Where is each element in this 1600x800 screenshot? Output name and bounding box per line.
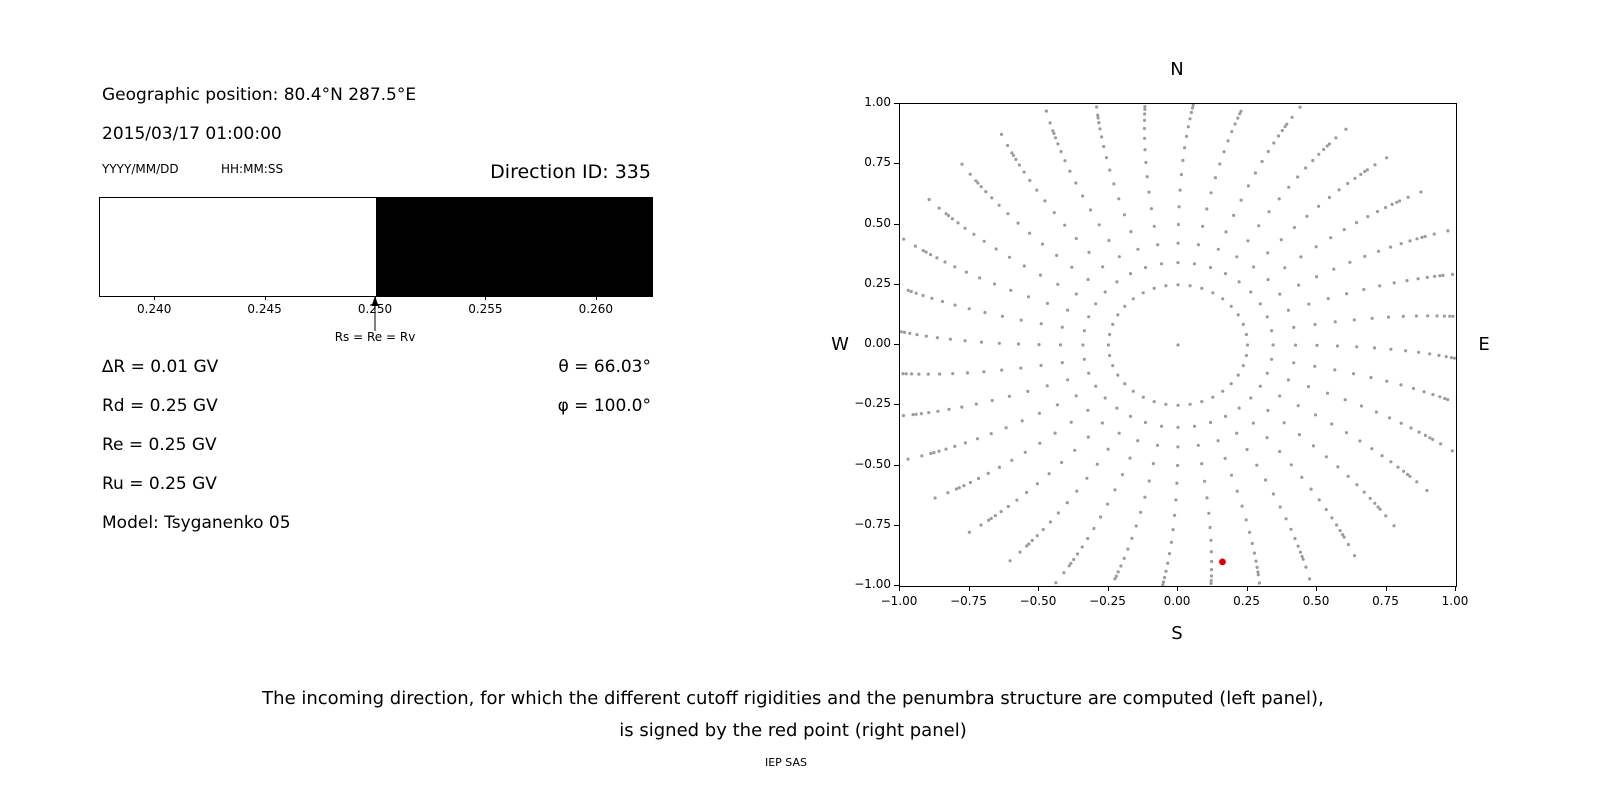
penumbra-bar bbox=[99, 197, 653, 297]
sky-map-y-tick-label: 0.00 bbox=[864, 336, 891, 350]
sky-map-x-tick-mark bbox=[1177, 586, 1178, 591]
time-format-hint: HH:MM:SS bbox=[221, 162, 284, 176]
sky-map-x-tick-mark bbox=[899, 586, 900, 591]
penumbra-tick-label: 0.260 bbox=[578, 302, 613, 316]
sky-map-svg bbox=[899, 103, 1457, 587]
penumbra-segment-forbidden bbox=[376, 198, 652, 296]
sky-map-x-tick-label: 1.00 bbox=[1441, 594, 1469, 608]
ru-value: Ru = 0.25 GV bbox=[102, 474, 217, 494]
penumbra-arrow-head bbox=[371, 296, 379, 306]
compass-east-label: E bbox=[1478, 334, 1490, 355]
penumbra-axis-ticks: 0.240 0.245 0.250 0.255 0.260 bbox=[99, 302, 651, 318]
direction-grid-dots bbox=[899, 103, 1457, 587]
sky-map-y-tick-mark bbox=[894, 223, 899, 225]
sky-map-x-tick-mark bbox=[1455, 586, 1456, 591]
sky-map-x-tick-label: −0.75 bbox=[950, 594, 987, 608]
sky-map-y-tick-mark bbox=[894, 464, 899, 466]
delta-r-value: ∆R = 0.01 GV bbox=[102, 357, 219, 377]
sky-map-plot-area bbox=[899, 103, 1457, 587]
penumbra-tick-label: 0.240 bbox=[137, 302, 172, 316]
phi-value: φ = 100.0° bbox=[557, 396, 651, 416]
sky-map-x-tick-label: 0.75 bbox=[1372, 594, 1399, 608]
model-label: Model: Tsyganenko 05 bbox=[102, 513, 291, 533]
caption-credit: IEP SAS bbox=[764, 756, 808, 769]
rd-value: Rd = 0.25 GV bbox=[102, 396, 218, 416]
sky-map-y-tick-label: −0.25 bbox=[854, 396, 891, 411]
sky-map-x-tick-mark bbox=[1107, 586, 1109, 591]
selected-direction-point bbox=[1219, 558, 1226, 566]
sky-map-x-tick-label: 0.50 bbox=[1302, 594, 1330, 608]
sky-map-y-tick-mark bbox=[894, 585, 899, 586]
date-format-hint: YYYY/MM/DD bbox=[102, 162, 179, 176]
sky-map-y-tick-mark bbox=[894, 344, 899, 345]
sky-map-y-tick-mark bbox=[894, 524, 899, 526]
penumbra-annotation: Rs = Re = Rv bbox=[99, 330, 651, 346]
sky-map-y-tick-mark bbox=[894, 283, 899, 285]
penumbra-annotation-label: Rs = Re = Rv bbox=[334, 330, 416, 344]
geographic-position-label: Geographic position: 80.4°N 287.5°E bbox=[102, 85, 417, 105]
theta-value: θ = 66.03° bbox=[558, 357, 651, 377]
penumbra-segment-allowed bbox=[100, 198, 376, 296]
sky-map-y-tick-mark bbox=[894, 103, 899, 104]
sky-map-y-tick-label: −0.50 bbox=[854, 456, 891, 471]
compass-south-label: S bbox=[1171, 623, 1183, 644]
sky-map-y-tick-label: 0.25 bbox=[864, 275, 891, 290]
sky-map-y-tick-label: 1.00 bbox=[864, 95, 891, 109]
direction-id-label: Direction ID: 335 bbox=[490, 161, 651, 183]
sky-map-x-tick-label: −0.25 bbox=[1089, 594, 1126, 608]
sky-map-x-tick-mark bbox=[968, 586, 970, 591]
sky-map-y-tick-mark bbox=[894, 404, 899, 406]
penumbra-tick-mark bbox=[154, 296, 156, 300]
sky-map-y-tick-label: 0.50 bbox=[864, 215, 891, 230]
sky-map-x-tick-mark bbox=[1246, 586, 1248, 591]
sky-map-y-tick-label: −0.75 bbox=[854, 516, 891, 531]
penumbra-tick-mark bbox=[264, 296, 266, 300]
sky-map-x-tick-mark bbox=[1038, 586, 1039, 591]
re-value: Re = 0.25 GV bbox=[102, 435, 217, 455]
sky-map-x-tick-mark bbox=[1316, 586, 1317, 591]
sky-map-x-tick-label: 0.25 bbox=[1233, 594, 1260, 608]
sky-map-y-tick-mark bbox=[894, 163, 899, 165]
sky-map-y-tick-label: −1.00 bbox=[854, 577, 891, 591]
penumbra-tick-mark bbox=[375, 296, 376, 300]
penumbra-tick-mark bbox=[595, 296, 597, 300]
datetime-value: 2015/03/17 01:00:00 bbox=[102, 124, 282, 144]
penumbra-tick-mark bbox=[485, 296, 487, 300]
penumbra-arrow bbox=[371, 296, 379, 331]
caption-line2: is signed by the red point (right panel) bbox=[619, 720, 967, 741]
compass-west-label: W bbox=[831, 334, 849, 355]
sky-map-x-tick-label: −0.50 bbox=[1019, 594, 1057, 608]
sky-map-x-tick-label: 0.00 bbox=[1163, 594, 1191, 608]
sky-map-x-tick-mark bbox=[1385, 586, 1387, 591]
penumbra-tick-label: 0.255 bbox=[468, 302, 503, 316]
sky-map-y-tick-label: 0.75 bbox=[864, 155, 891, 170]
caption-line1: The incoming direction, for which the di… bbox=[262, 688, 1324, 709]
compass-north-label: N bbox=[1170, 59, 1184, 80]
sky-map-x-tick-label: −1.00 bbox=[880, 594, 918, 608]
penumbra-tick-label: 0.245 bbox=[247, 302, 282, 316]
